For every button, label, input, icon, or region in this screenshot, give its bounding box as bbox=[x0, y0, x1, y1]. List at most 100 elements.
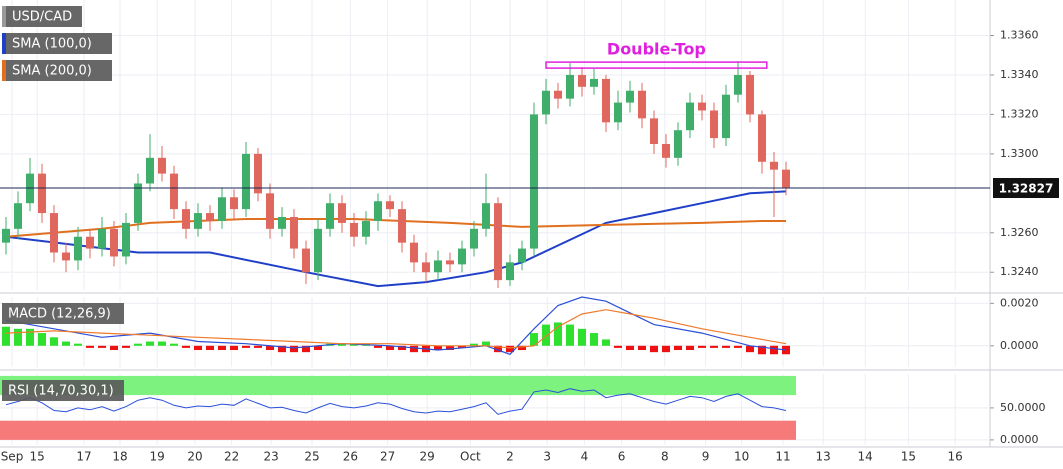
legend-box bbox=[2, 6, 82, 27]
candle-body bbox=[314, 228, 322, 273]
x-tick-label: 6 bbox=[618, 450, 626, 464]
x-tick-label: 29 bbox=[420, 450, 435, 464]
y-tick-label: 0.0020 bbox=[1000, 296, 1039, 309]
x-tick-label: 13 bbox=[816, 450, 831, 464]
candle-body bbox=[38, 173, 46, 214]
histogram-bar bbox=[158, 341, 166, 346]
candle-body bbox=[122, 222, 130, 257]
candle-body bbox=[566, 74, 574, 99]
histogram-bar bbox=[734, 345, 742, 348]
candle-body bbox=[614, 102, 622, 123]
candle-body bbox=[590, 78, 598, 87]
indicator-line bbox=[5, 296, 787, 355]
candle-body bbox=[278, 217, 286, 229]
histogram-bar bbox=[554, 322, 562, 346]
x-tick-label: 19 bbox=[150, 450, 165, 464]
candle-body bbox=[554, 90, 562, 99]
candle-body bbox=[386, 201, 394, 210]
candle-body bbox=[458, 248, 466, 265]
candle-body bbox=[734, 74, 742, 95]
candle-body bbox=[674, 130, 682, 158]
histogram-bar bbox=[98, 345, 106, 348]
candle-body bbox=[422, 262, 430, 273]
histogram-bar bbox=[122, 345, 130, 348]
candle-body bbox=[146, 157, 154, 184]
legend-box bbox=[2, 60, 112, 81]
candle-body bbox=[326, 203, 334, 229]
legend-swatch bbox=[2, 33, 6, 54]
histogram-bar bbox=[38, 333, 46, 346]
x-tick-label: 17 bbox=[76, 450, 91, 464]
y-tick-label: 1.3240 bbox=[1000, 265, 1039, 278]
candle-body bbox=[722, 94, 730, 139]
histogram-bar bbox=[146, 341, 154, 346]
histogram-bar bbox=[278, 345, 286, 353]
histogram-bar bbox=[314, 345, 322, 351]
panel-label: MACD (12,26,9) bbox=[8, 307, 111, 322]
x-tick-label: 2 bbox=[506, 450, 514, 464]
candle-body bbox=[50, 213, 58, 253]
histogram-bar bbox=[710, 345, 718, 348]
candle-body bbox=[302, 248, 310, 273]
x-tick-label: 18 bbox=[112, 450, 127, 464]
histogram-bar bbox=[518, 345, 526, 351]
candle-body bbox=[290, 217, 298, 249]
x-tick-label: 23 bbox=[264, 450, 279, 464]
candle-body bbox=[530, 114, 538, 249]
panel-label: RSI (14,70,30,1) bbox=[8, 384, 114, 399]
histogram-bar bbox=[722, 345, 730, 348]
candle-body bbox=[578, 74, 586, 87]
candle-body bbox=[758, 114, 766, 162]
y-tick-label: 1.3300 bbox=[1000, 147, 1039, 160]
histogram-bar bbox=[590, 333, 598, 346]
candle-body bbox=[86, 236, 94, 249]
histogram-bar bbox=[446, 345, 454, 351]
histogram-bar bbox=[638, 345, 646, 351]
candle-body bbox=[542, 90, 550, 115]
histogram-bar bbox=[698, 345, 706, 348]
histogram-bar bbox=[494, 345, 502, 353]
candle-body bbox=[2, 228, 10, 243]
histogram-bar bbox=[254, 345, 262, 348]
candle-body bbox=[494, 203, 502, 281]
x-tick-label: 4 bbox=[581, 450, 589, 464]
y-tick-label: 0.0000 bbox=[1000, 339, 1039, 352]
histogram-bar bbox=[530, 333, 538, 346]
current-price-label: 1.32827 bbox=[999, 182, 1054, 196]
candle-body bbox=[638, 90, 646, 119]
x-tick-label: 15 bbox=[30, 450, 45, 464]
histogram-bar bbox=[74, 343, 82, 346]
histogram-bar bbox=[410, 345, 418, 353]
histogram-bar bbox=[230, 345, 238, 351]
histogram-bar bbox=[566, 324, 574, 346]
indicator-line bbox=[5, 218, 786, 238]
candle-body bbox=[242, 153, 250, 210]
x-tick-label: 27 bbox=[380, 450, 395, 464]
candle-body bbox=[338, 203, 346, 223]
panel-label-box bbox=[2, 303, 124, 324]
candle-body bbox=[374, 201, 382, 221]
rsi-line bbox=[5, 388, 787, 415]
candle-body bbox=[470, 228, 478, 249]
histogram-bar bbox=[662, 345, 670, 353]
histogram-bar bbox=[578, 328, 586, 346]
x-tick-label: 20 bbox=[187, 450, 202, 464]
x-tick-label: Sep bbox=[1, 450, 24, 464]
legend-label: USD/CAD bbox=[12, 10, 72, 25]
histogram-bar bbox=[266, 345, 274, 351]
histogram-bar bbox=[194, 345, 202, 351]
candle-body bbox=[266, 193, 274, 229]
histogram-bar bbox=[782, 345, 790, 355]
legend-box bbox=[2, 33, 112, 54]
histogram-bar bbox=[434, 345, 442, 351]
candle-body bbox=[746, 74, 754, 115]
candle-body bbox=[230, 197, 238, 210]
candle-body bbox=[170, 173, 178, 210]
legend-label: SMA (200,0) bbox=[12, 64, 92, 79]
current-price-box bbox=[993, 178, 1059, 199]
candle-body bbox=[434, 260, 442, 273]
histogram-bar bbox=[86, 345, 94, 348]
rsi-band bbox=[0, 420, 796, 440]
x-tick-label: 10 bbox=[734, 450, 749, 464]
